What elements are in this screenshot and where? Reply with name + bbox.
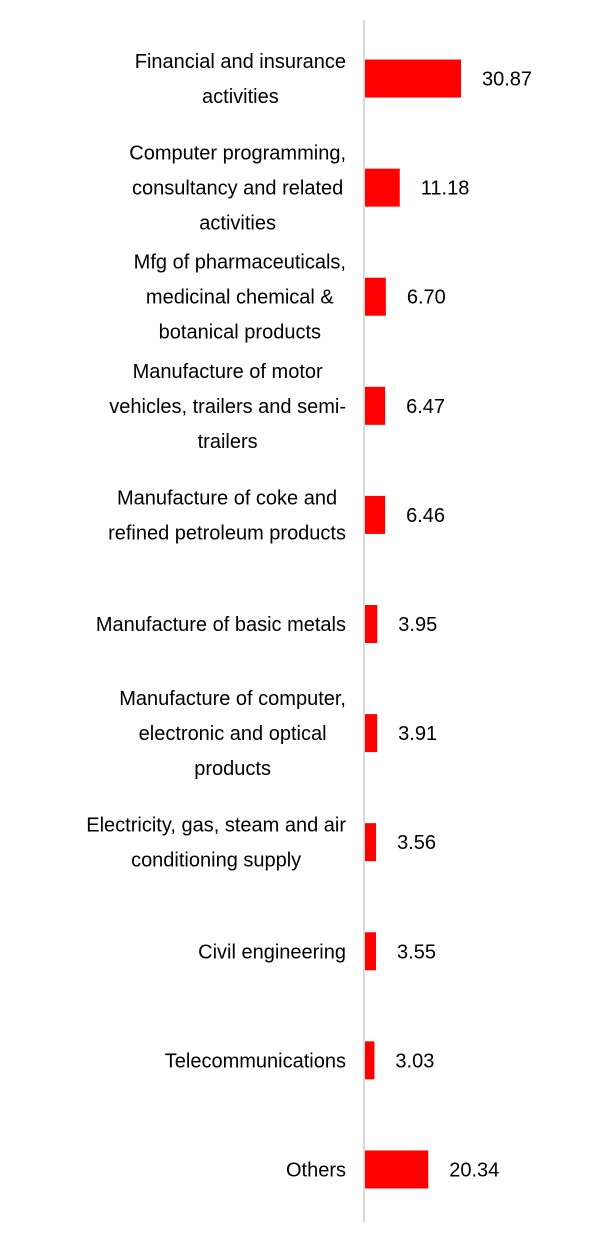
category-label-line: Financial and insurance — [135, 51, 346, 73]
category-label-line: Manufacture of coke and — [117, 487, 337, 509]
value-label-2: 6.70 — [407, 287, 446, 309]
category-labels-group: Financial and insurance activitiesCompute… — [86, 51, 346, 1181]
bar-3 — [365, 386, 386, 425]
category-label-line: activities — [202, 86, 279, 108]
category-label-9: Telecommunications — [165, 1050, 346, 1072]
category-label-2: Mfg of pharmaceuticals, medicinal chemica… — [134, 252, 346, 344]
category-label-5: Manufacture of basic metals — [96, 614, 346, 636]
category-label-10: Others — [286, 1159, 346, 1181]
category-label-line: activities — [199, 213, 276, 235]
category-label-line: medicinal chemical & — [146, 287, 335, 309]
category-label-line: Others — [286, 1159, 346, 1181]
bar-10 — [365, 1150, 429, 1189]
value-label-3: 6.47 — [406, 396, 445, 418]
value-label-8: 3.55 — [397, 941, 436, 963]
bar-1 — [365, 168, 400, 207]
value-label-0: 30.87 — [482, 69, 532, 91]
category-label-line: vehicles, trailers and semi- — [109, 396, 346, 418]
category-label-line: botanical products — [159, 322, 321, 344]
bar-2 — [365, 277, 386, 316]
category-label-line: Manufacture of basic metals — [96, 614, 346, 636]
value-label-5: 3.95 — [398, 614, 437, 636]
category-label-line: Electricity, gas, steam and air — [86, 815, 346, 837]
category-label-line: consultancy and related — [132, 178, 343, 200]
value-label-6: 3.91 — [398, 723, 437, 745]
bar-9 — [365, 1041, 375, 1080]
bar-6 — [365, 714, 378, 753]
bars-group — [365, 59, 461, 1189]
category-label-1: Computer programming, consultancy and rel… — [129, 143, 346, 235]
category-label-line: Telecommunications — [165, 1050, 346, 1072]
category-label-line: Computer programming, — [129, 143, 346, 165]
category-label-7: Electricity, gas, steam and air condition… — [86, 815, 346, 872]
category-label-line: trailers — [198, 431, 258, 453]
category-label-8: Civil engineering — [198, 941, 346, 963]
bar-7 — [365, 823, 377, 862]
category-label-0: Financial and insurance activities — [135, 51, 346, 108]
bar-5 — [365, 605, 378, 643]
category-label-line: products — [194, 758, 271, 780]
value-label-1: 11.18 — [421, 178, 470, 200]
value-label-4: 6.46 — [406, 505, 445, 527]
value-labels-group: 30.87 11.18 6.70 6.47 6.46 3.95 3.91 3.56 3.55 3.… — [395, 69, 532, 1182]
category-label-line: electronic and optical — [139, 723, 327, 745]
category-label-line: Mfg of pharmaceuticals, — [134, 252, 346, 274]
value-label-10: 20.34 — [449, 1159, 499, 1181]
bar-8 — [365, 932, 377, 971]
value-label-7: 3.56 — [397, 832, 436, 854]
category-label-line: conditioning supply — [131, 850, 301, 872]
category-label-3: Manufacture of motor vehicles, trailers a… — [109, 361, 346, 453]
category-label-line: refined petroleum products — [108, 522, 346, 544]
bar-4 — [365, 495, 386, 534]
category-label-4: Manufacture of coke and refined petroleum… — [108, 487, 346, 544]
category-label-line: Civil engineering — [198, 941, 346, 963]
category-label-line: Manufacture of computer, — [119, 688, 346, 710]
category-label-6: Manufacture of computer, electronic and o… — [119, 688, 346, 780]
value-label-9: 3.03 — [395, 1050, 434, 1072]
category-label-line: Manufacture of motor — [133, 361, 323, 383]
bar-0 — [365, 59, 461, 98]
